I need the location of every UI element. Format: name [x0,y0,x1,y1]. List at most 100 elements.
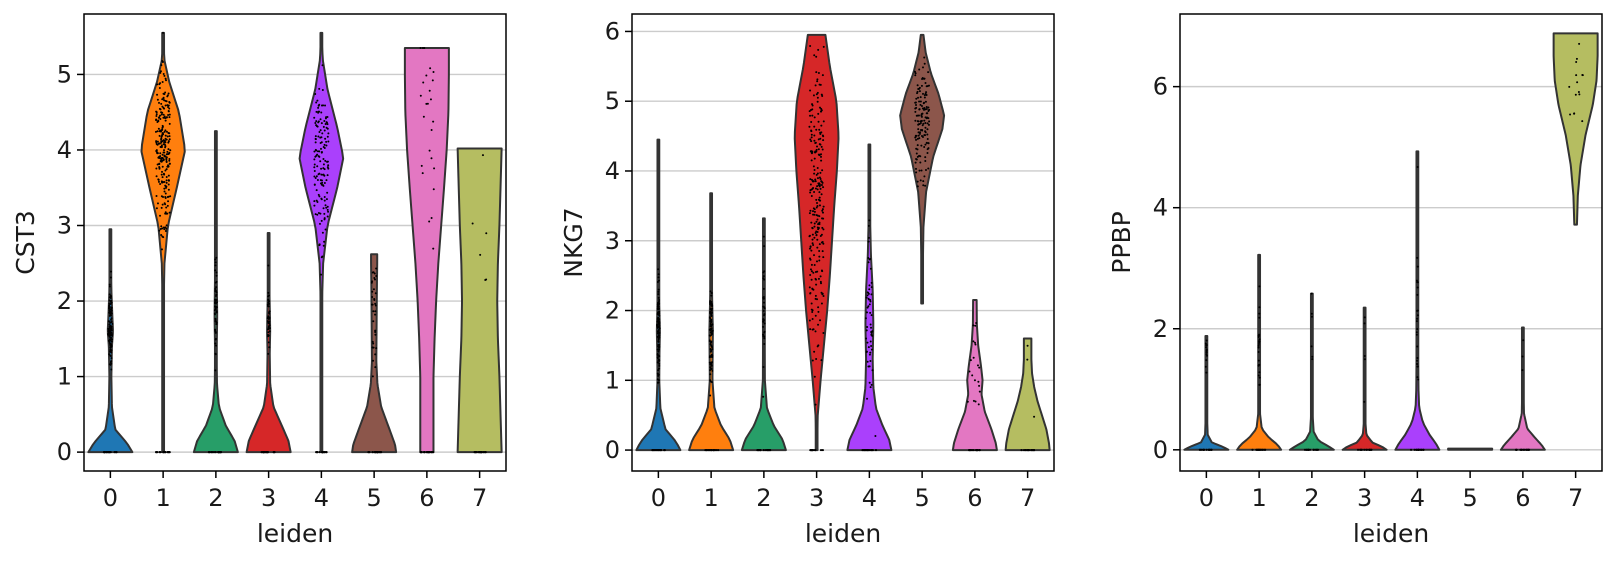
data-point [167,113,170,116]
data-point [168,107,171,110]
data-point [1310,345,1313,348]
data-point [1205,371,1208,374]
data-point [817,148,820,151]
data-point [155,195,158,198]
data-point [374,331,377,334]
data-point [811,318,814,320]
data-point [108,311,111,314]
data-point [918,169,921,172]
data-point [819,319,822,322]
data-point [975,322,978,325]
data-point [212,451,216,454]
data-point [814,297,817,300]
data-point [818,128,821,131]
data-point [819,171,822,174]
data-point [371,375,374,378]
data-point [313,183,316,186]
data-point [110,360,113,363]
data-point [767,448,770,452]
data-point [1257,344,1260,347]
data-point [107,339,110,342]
data-point [374,304,377,307]
data-point [161,128,164,131]
data-point [815,55,818,58]
data-point [320,219,323,222]
y-tick-label: 6 [605,17,620,45]
data-point [822,45,825,48]
data-point [711,304,714,307]
data-point [432,188,435,191]
data-point [974,400,977,403]
data-point [316,153,319,156]
data-point [866,360,869,363]
data-point [1363,448,1366,451]
data-point [108,330,111,333]
data-point [814,403,817,406]
data-point [158,101,161,104]
data-point [267,291,270,294]
data-point [109,318,112,321]
data-point [1202,448,1205,451]
data-point [711,369,714,372]
data-point [321,231,324,234]
data-point [1416,327,1419,330]
data-point [658,318,661,321]
data-point [314,92,317,95]
data-point [657,290,660,293]
data-point [374,366,377,369]
data-point [969,448,972,452]
data-point [1416,359,1419,362]
panel-cst3: 0 1 2 3 4 5 0 1 2 3 4 5 6 7 leiden CST3 [11,13,507,548]
data-point [657,335,660,338]
data-point [811,114,814,117]
data-point [818,191,821,194]
data-point [926,133,929,136]
data-point [922,184,925,187]
data-point [431,79,434,82]
data-point [110,321,113,324]
data-point [870,344,873,347]
data-point [915,106,918,109]
data-point [423,46,426,49]
data-point [374,310,377,313]
violin-3 [1341,306,1388,451]
x-tick-label: 6 [1515,484,1530,512]
data-point [163,451,167,454]
data-point [320,167,323,170]
data-point [1204,365,1207,368]
data-point [657,359,660,362]
data-point [821,250,824,253]
data-point [815,234,818,236]
data-point [321,184,324,187]
data-point [155,119,158,122]
data-point [161,134,164,137]
data-point [215,271,218,274]
data-point [164,169,167,172]
data-point [822,205,825,208]
data-point [916,148,919,151]
data-point [318,244,321,247]
data-point [819,155,822,158]
data-point [921,77,924,80]
data-point [874,435,877,438]
data-point [267,352,270,355]
violin-5 [1447,447,1494,451]
data-point [320,256,323,259]
data-point [1258,333,1261,336]
data-point [162,236,165,239]
data-point [1257,342,1260,345]
data-point [317,106,320,109]
x-tick-label: 1 [1251,484,1266,512]
data-point [822,186,825,189]
data-point [819,184,822,186]
x-tick-label: 5 [366,484,381,512]
data-point [318,155,321,158]
data-point [813,54,816,57]
data-point [315,120,318,123]
data-point [815,220,818,223]
data-point [162,72,165,75]
data-point [376,451,379,454]
data-point [163,190,166,193]
data-point [808,235,811,238]
data-point [709,300,712,303]
